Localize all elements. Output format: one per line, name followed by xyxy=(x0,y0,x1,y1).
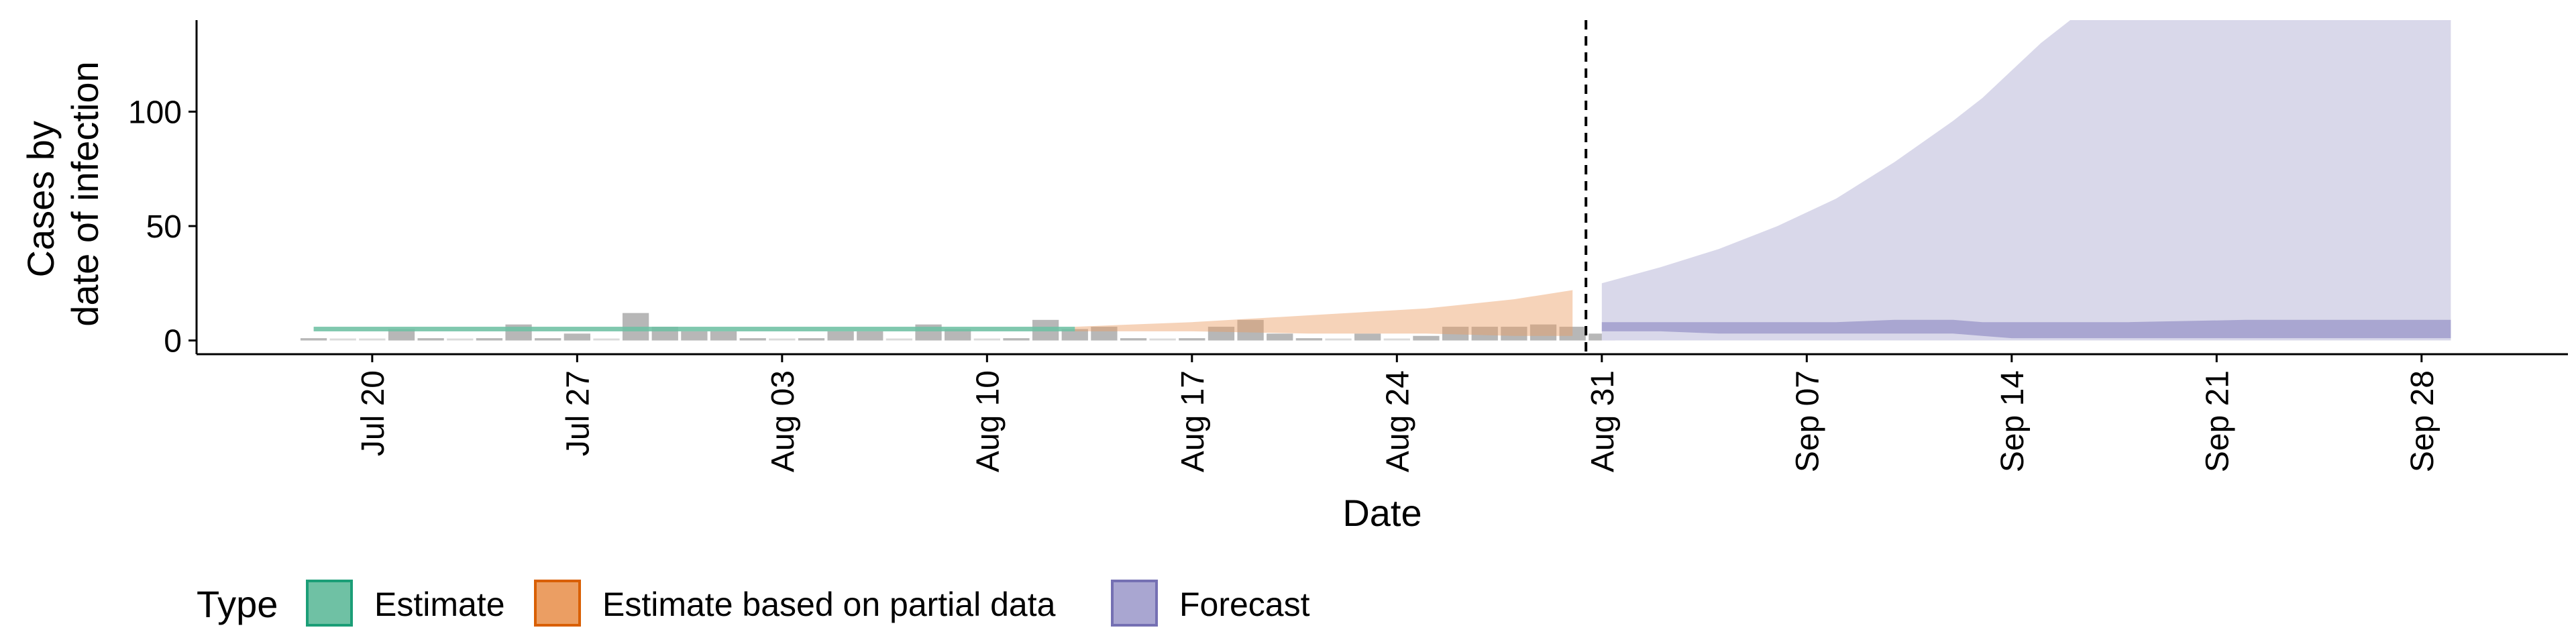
case-bar-2020-08-19 xyxy=(1237,319,1264,341)
legend: Type Estimate Estimate based on partial d… xyxy=(197,580,1310,627)
case-bar-2020-08-23 xyxy=(1354,333,1381,341)
case-bar-2020-08-21 xyxy=(1295,338,1323,341)
x-tick-label-sep-28: Sep 28 xyxy=(2405,370,2440,472)
legend-label-forecast: Forecast xyxy=(1179,586,1310,623)
legend-label-estimate: Estimate xyxy=(374,586,505,623)
case-bar-2020-08-06 xyxy=(857,331,883,341)
case-bar-2020-07-26 xyxy=(535,338,561,341)
y-tick-label-100: 100 xyxy=(128,95,182,130)
x-tick-label-aug-10: Aug 10 xyxy=(970,370,1006,472)
case-bar-2020-08-14 xyxy=(1091,327,1118,341)
legend-key-forecast xyxy=(1111,580,1158,627)
y-tick-label-0: 0 xyxy=(164,324,182,360)
case-bar-2020-08-28 xyxy=(1501,327,1527,341)
case-bar-2020-08-15 xyxy=(1120,338,1147,341)
case-bar-2020-07-29 xyxy=(622,313,649,341)
case-bar-2020-08-24 xyxy=(1383,338,1410,341)
case-bar-2020-08-04 xyxy=(798,338,825,341)
legend-title: Type xyxy=(197,583,278,625)
x-axis-ticks: Jul 20 Jul 27 Aug 03 Aug 10 Aug 17 Aug 24 Aug … xyxy=(356,354,2440,472)
case-bar-2020-08-11 xyxy=(1003,338,1030,341)
legend-key-estimate xyxy=(306,580,353,627)
case-bar-2020-07-20 xyxy=(359,338,386,341)
case-bar-2020-07-21 xyxy=(388,329,415,341)
case-bar-2020-08-13 xyxy=(1061,329,1088,341)
x-tick-label-sep-21: Sep 21 xyxy=(2200,370,2235,472)
case-bar-2020-08-26 xyxy=(1442,327,1469,341)
case-bar-2020-07-28 xyxy=(593,338,620,341)
y-axis-title-line-1: Cases by xyxy=(19,121,62,277)
x-tick-label-aug-17: Aug 17 xyxy=(1175,370,1211,472)
case-bar-2020-07-18 xyxy=(300,338,327,341)
band-forecast-outer xyxy=(1601,20,2451,341)
case-bar-2020-08-18 xyxy=(1208,327,1235,341)
x-tick-label-jul-20: Jul 20 xyxy=(356,370,391,456)
band-estimate-based-on-partial-data xyxy=(1075,290,1573,336)
band-forecast-inner xyxy=(1601,319,2451,339)
case-bar-2020-07-27 xyxy=(564,333,590,341)
case-bar-2020-08-30 xyxy=(1559,327,1586,341)
x-tick-label-aug-31: Aug 31 xyxy=(1585,370,1621,472)
estimate-bands xyxy=(313,20,2451,341)
y-axis-title-line-2: date of infection xyxy=(64,61,106,326)
x-tick-label-sep-07: Sep 07 xyxy=(1790,370,1825,472)
x-tick-label-sep-14: Sep 14 xyxy=(1995,370,2031,472)
case-bar-2020-07-24 xyxy=(476,338,503,341)
y-tick-label-50: 50 xyxy=(146,209,182,245)
y-axis-ticks: 0 50 100 xyxy=(128,95,197,360)
case-bar-2020-07-23 xyxy=(447,338,474,341)
case-bar-2020-07-31 xyxy=(681,331,708,341)
case-bar-2020-08-20 xyxy=(1267,333,1293,341)
y-axis-title: Cases by date of infection xyxy=(19,61,106,326)
case-bar-2020-08-25 xyxy=(1413,335,1440,341)
case-bar-2020-08-27 xyxy=(1471,327,1498,341)
case-bar-2020-08-10 xyxy=(973,338,1000,341)
band-estimate-inner xyxy=(313,327,1075,331)
case-bar-2020-08-22 xyxy=(1325,338,1352,341)
legend-key-estimate-based-on-partial-data xyxy=(534,580,581,627)
x-tick-label-jul-27: Jul 27 xyxy=(560,370,596,456)
x-axis-title: Date xyxy=(1342,492,1421,534)
case-bar-2020-07-22 xyxy=(417,338,444,341)
case-bar-2020-08-03 xyxy=(769,338,796,341)
x-tick-label-aug-03: Aug 03 xyxy=(765,370,801,472)
case-bar-2020-08-01 xyxy=(710,331,737,341)
case-bar-2020-08-29 xyxy=(1529,324,1557,341)
case-bar-2020-08-16 xyxy=(1149,338,1176,341)
case-bar-2020-08-02 xyxy=(739,338,766,341)
case-bar-2020-07-19 xyxy=(329,338,356,341)
legend-label-estimate-based-on-partial-data: Estimate based on partial data xyxy=(602,586,1056,623)
x-tick-label-aug-24: Aug 24 xyxy=(1380,370,1415,472)
case-bar-2020-08-09 xyxy=(945,329,971,341)
case-bar-2020-08-07 xyxy=(885,338,913,341)
case-bar-2020-08-05 xyxy=(827,331,854,341)
case-bar-2020-08-17 xyxy=(1179,338,1205,341)
